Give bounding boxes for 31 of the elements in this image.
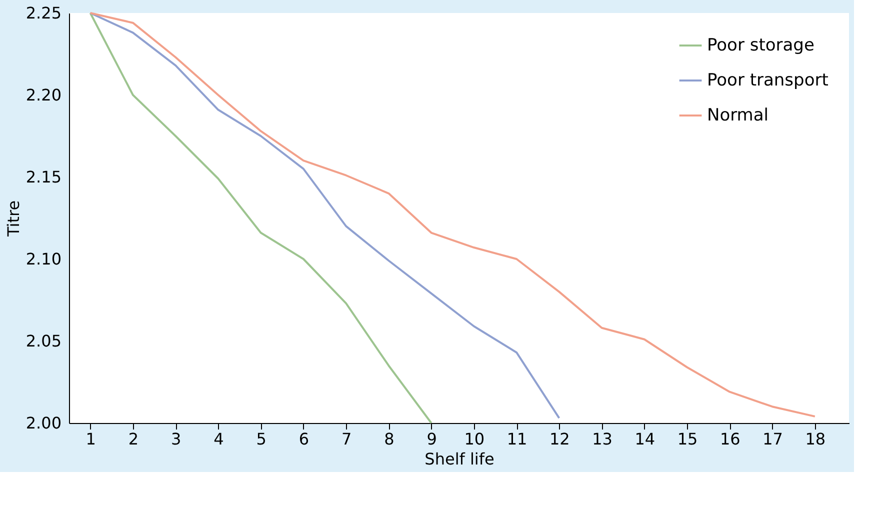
x-tick-label: 5 xyxy=(256,430,266,448)
legend-label: Normal xyxy=(707,106,769,126)
line-series xyxy=(89,12,560,420)
x-tick-label: 12 xyxy=(549,430,570,448)
y-tick-label: 2.05 xyxy=(26,332,62,350)
y-tick-label: 2.20 xyxy=(26,86,62,104)
y-tick-label: 2.10 xyxy=(26,250,62,268)
x-tick-label: 2 xyxy=(128,430,139,448)
legend-label: Poor transport xyxy=(707,70,829,90)
x-tick-label: 4 xyxy=(214,430,224,448)
x-tick-label: 14 xyxy=(634,430,656,448)
line-series xyxy=(89,12,432,424)
x-tick-label: 1 xyxy=(86,430,96,448)
y-axis-title: Titre xyxy=(4,200,23,238)
x-tick-label: 16 xyxy=(720,430,740,448)
x-tick-label: 18 xyxy=(805,430,826,448)
x-axis-title: Shelf life xyxy=(424,450,494,468)
x-tick-label: 15 xyxy=(677,430,698,448)
y-tick-label: 2.15 xyxy=(26,168,62,186)
legend-label: Poor storage xyxy=(707,36,814,56)
x-tick-label: 7 xyxy=(341,430,352,448)
x-tick-label: 10 xyxy=(464,430,485,448)
x-tick-label: 13 xyxy=(592,430,612,448)
y-tick-label: 2.00 xyxy=(26,414,62,432)
x-tick-label: 9 xyxy=(426,430,437,448)
x-tick-label: 11 xyxy=(506,430,528,448)
x-tick-label: 17 xyxy=(762,430,783,448)
x-tick-label: 6 xyxy=(298,430,310,448)
y-tick-label: 2.25 xyxy=(26,4,62,22)
x-tick-label: 3 xyxy=(170,430,182,448)
x-tick-label: 8 xyxy=(384,430,394,448)
